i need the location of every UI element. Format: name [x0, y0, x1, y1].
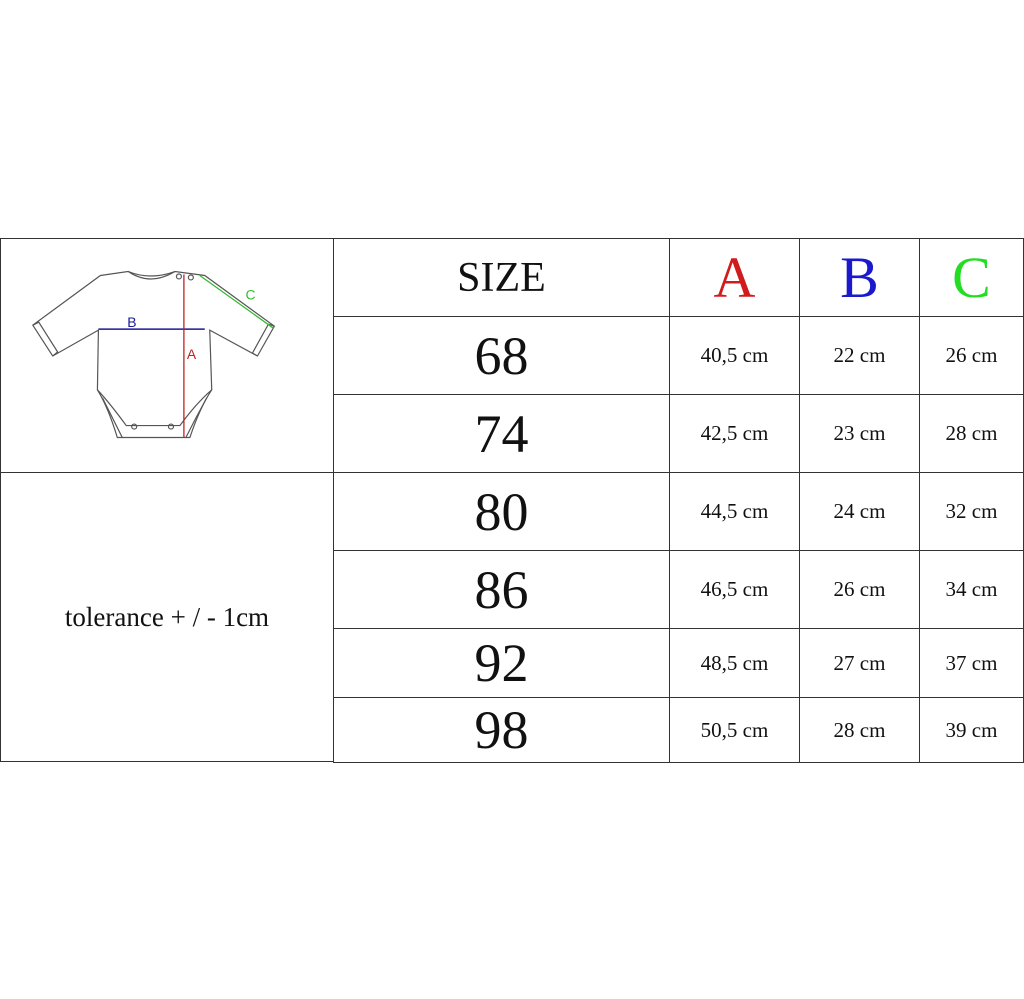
- row-92-size-cell: 92: [333, 628, 670, 698]
- row-80-b-cell: 24 cm: [799, 472, 920, 551]
- row-98-a: 50,5 cm: [700, 717, 769, 742]
- row-92-b-cell: 27 cm: [799, 628, 920, 698]
- header-a: A: [713, 245, 756, 310]
- row-74-b: 23 cm: [833, 421, 886, 445]
- row-98-c-cell: 39 cm: [919, 697, 1024, 763]
- row-86-size-cell: 86: [333, 550, 670, 629]
- row-68-c: 26 cm: [945, 343, 998, 367]
- row-86-a: 46,5 cm: [700, 577, 769, 601]
- row-92-size: 92: [474, 633, 529, 693]
- header-size: SIZE: [457, 254, 546, 301]
- row-98-size-cell: 98: [333, 697, 670, 763]
- header-c-cell: C: [919, 238, 1024, 317]
- row-74-c-cell: 28 cm: [919, 394, 1024, 473]
- row-74-size-cell: 74: [333, 394, 670, 473]
- bodysuit-diagram-cell: B A C: [0, 238, 334, 473]
- row-68-size: 68: [474, 325, 529, 386]
- diagram-label-c: C: [246, 286, 256, 302]
- row-98-b-cell: 28 cm: [799, 697, 920, 763]
- row-98-c: 39 cm: [945, 717, 998, 742]
- header-b: B: [840, 245, 879, 310]
- row-92-c: 37 cm: [945, 650, 998, 675]
- row-68-b: 22 cm: [833, 343, 886, 367]
- header-size-cell: SIZE: [333, 238, 670, 317]
- row-68-size-cell: 68: [333, 316, 670, 395]
- bodysuit-diagram: B A C: [32, 270, 276, 439]
- row-68-a-cell: 40,5 cm: [669, 316, 800, 395]
- tolerance-cell: tolerance + / - 1cm: [0, 472, 334, 762]
- row-80-c: 32 cm: [945, 499, 998, 523]
- row-80-c-cell: 32 cm: [919, 472, 1024, 551]
- row-74-b-cell: 23 cm: [799, 394, 920, 473]
- row-74-a-cell: 42,5 cm: [669, 394, 800, 473]
- row-98-a-cell: 50,5 cm: [669, 697, 800, 763]
- header-a-cell: A: [669, 238, 800, 317]
- row-86-b: 26 cm: [833, 577, 886, 601]
- row-68-b-cell: 22 cm: [799, 316, 920, 395]
- row-74-a: 42,5 cm: [700, 421, 769, 445]
- row-68-c-cell: 26 cm: [919, 316, 1024, 395]
- row-98-b: 28 cm: [833, 717, 886, 742]
- row-80-a: 44,5 cm: [700, 499, 769, 523]
- row-86-c-cell: 34 cm: [919, 550, 1024, 629]
- row-68-a: 40,5 cm: [700, 343, 769, 367]
- row-74-c: 28 cm: [945, 421, 998, 445]
- row-92-a-cell: 48,5 cm: [669, 628, 800, 698]
- row-80-size-cell: 80: [333, 472, 670, 551]
- row-86-b-cell: 26 cm: [799, 550, 920, 629]
- row-92-b: 27 cm: [833, 650, 886, 675]
- row-74-size: 74: [474, 403, 529, 464]
- row-80-a-cell: 44,5 cm: [669, 472, 800, 551]
- row-92-a: 48,5 cm: [700, 650, 769, 675]
- diagram-label-a: A: [187, 346, 197, 362]
- row-86-size: 86: [474, 559, 529, 620]
- row-98-size: 98: [474, 700, 529, 760]
- tolerance-text: tolerance + / - 1cm: [64, 601, 270, 632]
- row-86-a-cell: 46,5 cm: [669, 550, 800, 629]
- row-86-c: 34 cm: [945, 577, 998, 601]
- row-80-b: 24 cm: [833, 499, 886, 523]
- row-80-size: 80: [474, 481, 529, 542]
- header-b-cell: B: [799, 238, 920, 317]
- row-92-c-cell: 37 cm: [919, 628, 1024, 698]
- diagram-label-b: B: [127, 314, 136, 330]
- header-c: C: [952, 245, 991, 310]
